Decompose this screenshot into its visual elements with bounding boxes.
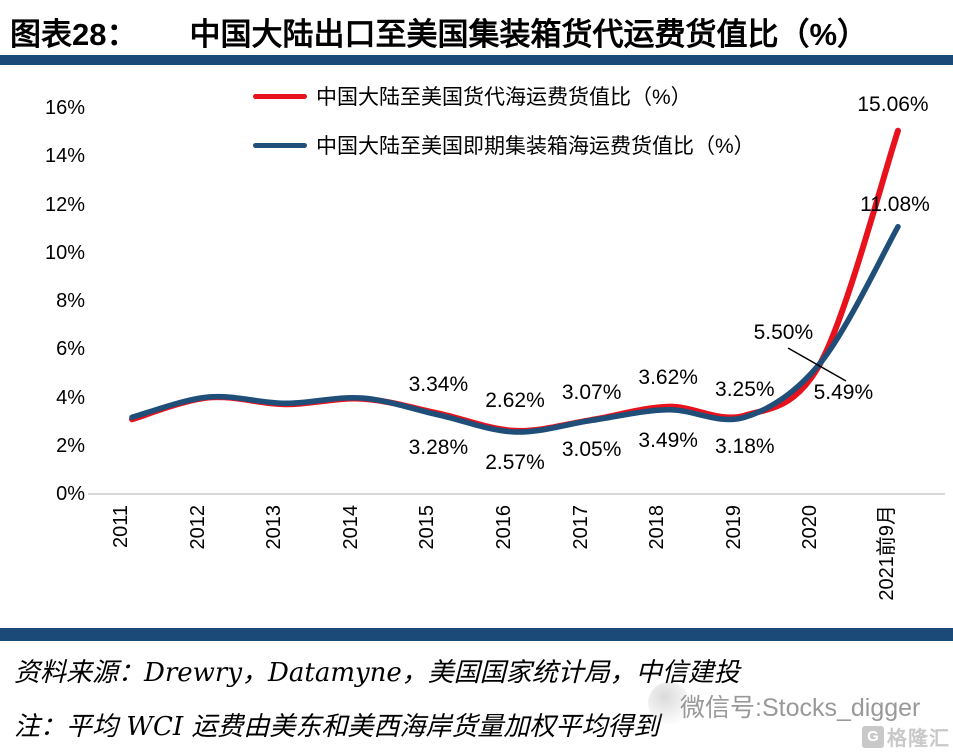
series-data-label: 3.49% — [638, 428, 698, 452]
y-tick-label: 6% — [56, 338, 85, 361]
x-tick-label: 2014 — [339, 505, 362, 550]
series-data-label: 5.49% — [813, 380, 874, 404]
series-data-label: 3.25% — [715, 377, 775, 401]
figure-number-label: 图表28： — [10, 17, 138, 52]
gelonghui-logo-text: 格隆汇 — [887, 728, 950, 750]
top-accent-bar — [0, 55, 953, 65]
y-tick-label: 8% — [56, 290, 85, 312]
y-tick-label: 0% — [56, 483, 85, 505]
y-tick-label: 10% — [44, 241, 85, 264]
x-tick-label: 2017 — [569, 505, 592, 550]
y-tick-label: 16% — [44, 97, 85, 119]
x-tick-label: 2018 — [646, 505, 669, 550]
callout-line — [787, 347, 847, 382]
series-data-label: 3.07% — [561, 380, 622, 404]
x-tick-label: 2016 — [493, 505, 515, 550]
legend-line-swatch — [253, 142, 307, 148]
series-data-label: 3.05% — [561, 438, 622, 462]
series-data-label: 3.34% — [408, 373, 469, 397]
figure-title-row: 图表28： 中国大陆出口至美国集装箱货代运费货值比（%） — [0, 0, 953, 54]
legend-item: 中国大陆至美国即期集装箱海运费货值比（%） — [253, 130, 755, 160]
line-chart: 中国大陆至美国货代海运费货值比（%） 中国大陆至美国即期集装箱海运费货值比（%） … — [0, 65, 953, 628]
gelonghui-logo: G 格隆汇 — [862, 722, 950, 751]
watermark-text: 微信号:Stocks_digger — [680, 694, 921, 722]
series-data-label: 5.50% — [753, 321, 814, 345]
red-series-line — [129, 127, 901, 434]
legend-item: 中国大陆至美国货代海运费货值比（%） — [253, 81, 755, 111]
y-tick-label: 2% — [56, 434, 85, 457]
x-tick-label: 2015 — [416, 505, 439, 550]
legend-label: 中国大陆至美国货代海运费货值比（%） — [316, 86, 692, 109]
source-text: 资料来源：Drewry，Datamyne，美国国家统计局，中信建投 — [14, 658, 740, 688]
y-tick-label: 12% — [44, 193, 85, 216]
watermark-logo-circle — [648, 682, 690, 724]
series-data-label: 2.62% — [485, 388, 545, 412]
x-tick-label: 2020 — [799, 505, 822, 550]
plot-area — [88, 127, 945, 495]
blue-series-line — [129, 223, 901, 435]
series-data-label: 3.28% — [408, 435, 469, 459]
figure-footer: 资料来源：Drewry，Datamyne，美国国家统计局，中信建投 注：平均 W… — [0, 641, 953, 743]
bottom-accent-bar — [0, 628, 953, 641]
y-tick-label: 4% — [56, 386, 85, 409]
note-text: 注：平均 WCI 运费由美东和美西海岸货量加权平均得到 — [14, 712, 660, 742]
figure-title: 中国大陆出口至美国集装箱货代运费货值比（%） — [189, 17, 869, 52]
series-data-label: 15.06% — [857, 92, 929, 116]
y-tick-label: 14% — [44, 145, 85, 168]
series-data-label: 3.62% — [638, 365, 698, 389]
legend-line-swatch — [253, 93, 307, 99]
gelonghui-logo-icon: G — [862, 725, 884, 748]
series-data-label: 2.57% — [485, 450, 545, 474]
series-data-label: 3.18% — [715, 435, 775, 459]
x-tick-label: 2013 — [263, 505, 286, 550]
x-tick-label: 2019 — [722, 505, 745, 550]
series-data-label: 11.08% — [860, 192, 930, 216]
chart-legend: 中国大陆至美国货代海运费货值比（%） 中国大陆至美国即期集装箱海运费货值比（%） — [253, 81, 755, 160]
x-tick-label: 2011 — [110, 505, 132, 549]
legend-label: 中国大陆至美国即期集装箱海运费货值比（%） — [316, 135, 755, 158]
x-tick-label: 2012 — [186, 505, 209, 550]
x-tick-label: 2021前9月 — [876, 505, 898, 601]
